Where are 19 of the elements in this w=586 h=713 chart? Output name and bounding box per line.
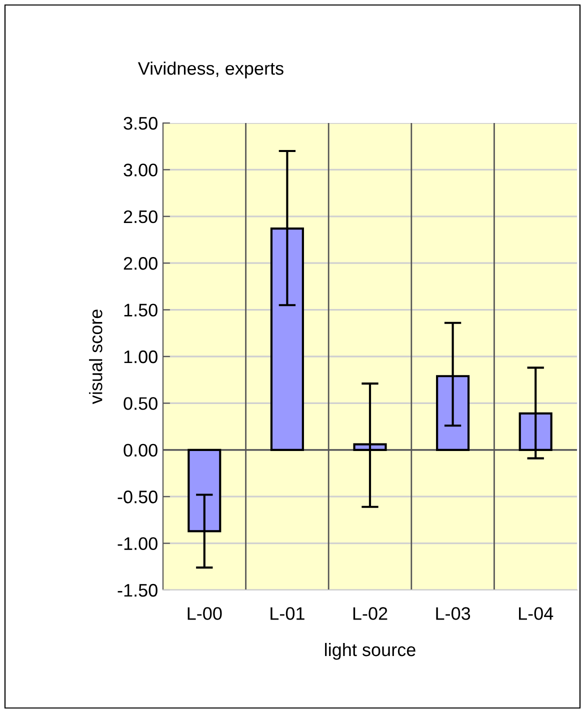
x-tick-label: L-02 [353,607,388,620]
y-tick-label: 3.50 [124,116,158,130]
x-tick-label: L-04 [519,607,554,620]
x-tick-label: L-03 [436,607,470,620]
y-tick-label: 1.00 [124,350,158,364]
y-tick-label: 3.00 [124,164,158,176]
chart-title: Vividness, experts [138,62,284,78]
y-tick-label: 0.50 [124,397,158,410]
y-tick-label: -0.50 [118,490,158,504]
y-tick-label: 0.00 [124,444,158,457]
y-tick-label: -1.50 [118,584,158,597]
y-tick-label: 1.50 [124,304,158,317]
x-tick-label: L-00 [188,607,222,620]
y-tick-label: -1.00 [118,537,158,550]
x-tick-label: L-01 [270,607,304,620]
x-axis-title: light source [325,642,416,660]
y-tick-label: 2.00 [124,257,158,270]
y-tick-label: 2.50 [124,210,158,224]
y-axis-title: visual score [89,310,102,404]
